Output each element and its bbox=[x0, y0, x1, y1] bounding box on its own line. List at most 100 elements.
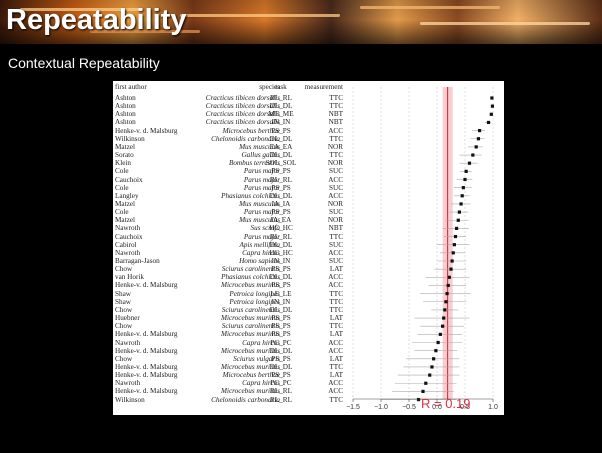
row-species: Sus scrofa bbox=[250, 224, 280, 233]
row-measurement: TTC bbox=[329, 134, 343, 143]
row-measurement: LAT bbox=[329, 265, 343, 274]
row-measurement: LAT bbox=[329, 314, 343, 323]
row-task: PS_PS bbox=[271, 322, 291, 331]
row-species: Parus major bbox=[243, 232, 280, 241]
row-task: PS_PS bbox=[271, 330, 291, 339]
row-measurement: ACC bbox=[328, 379, 343, 388]
banner-streak bbox=[420, 22, 590, 25]
estimate-point bbox=[416, 397, 421, 402]
row-task: RL_RL bbox=[270, 175, 292, 184]
row-species: Sciurus carolinensis bbox=[221, 322, 280, 331]
row-author: Ashton bbox=[115, 102, 136, 111]
row-measurement: TTC bbox=[329, 362, 343, 371]
estimate-point bbox=[438, 332, 442, 336]
banner-streak bbox=[20, 8, 140, 11]
x-tick-label: 1.0 bbox=[488, 404, 498, 411]
row-species: Cracticus tibicen dorsalis bbox=[205, 110, 280, 119]
row-author: Henke-v. d. Malsburg bbox=[115, 362, 178, 371]
estimate-point bbox=[459, 202, 463, 206]
row-species: Mus musculus bbox=[239, 199, 280, 208]
row-measurement: LAT bbox=[329, 354, 343, 363]
row-species: Chelonoidis carbonaria bbox=[211, 395, 280, 404]
row-measurement: NBT bbox=[328, 118, 343, 127]
row-task: DL_DL bbox=[269, 346, 293, 355]
estimate-point bbox=[467, 161, 472, 165]
row-species: Capra hircus bbox=[242, 379, 280, 388]
estimate-point bbox=[442, 316, 446, 320]
row-task: PS_PS bbox=[271, 281, 291, 290]
row-task: DL_DL bbox=[269, 191, 293, 200]
x-tick-label: 0.5 bbox=[460, 404, 470, 411]
row-author: Henke-v. d. Malsburg bbox=[115, 330, 178, 339]
row-measurement: TTC bbox=[329, 395, 343, 404]
row-measurement: ACC bbox=[328, 338, 343, 347]
row-species: Bombus terrestris bbox=[228, 159, 280, 168]
row-task: LE_LE bbox=[270, 289, 292, 298]
row-measurement: NBT bbox=[328, 224, 343, 233]
estimate-point bbox=[450, 259, 454, 263]
estimate-point bbox=[463, 177, 467, 182]
row-species: Cracticus tibicen dorsalis bbox=[205, 94, 280, 102]
estimate-point bbox=[453, 234, 458, 239]
row-species: Apis mellifera bbox=[239, 240, 280, 249]
row-author: Langley bbox=[115, 191, 139, 200]
row-author: Cabirol bbox=[115, 240, 137, 249]
estimate-point bbox=[477, 129, 482, 133]
row-task: IN_IN bbox=[271, 118, 291, 127]
row-measurement: TTC bbox=[329, 151, 343, 160]
row-species: Microcebus murinus bbox=[220, 362, 280, 371]
row-measurement: ACC bbox=[328, 281, 343, 290]
row-task: PS_PS bbox=[271, 314, 291, 323]
row-task: HC_HC bbox=[269, 248, 293, 257]
row-measurement: ACC bbox=[328, 346, 343, 355]
row-task: PC_PC bbox=[270, 338, 292, 347]
header-measurement: measurement bbox=[304, 83, 343, 91]
row-task: DL_DL bbox=[269, 134, 293, 143]
row-task: DL_DL bbox=[269, 240, 293, 249]
row-author: Henke-v. d. Malsburg bbox=[115, 387, 178, 396]
row-measurement: SUC bbox=[329, 183, 343, 192]
row-task: PC_PC bbox=[270, 379, 292, 388]
row-task: SOL_SOL bbox=[265, 159, 297, 168]
row-author: Chow bbox=[115, 322, 133, 331]
estimate-point bbox=[451, 251, 455, 255]
banner-streak bbox=[360, 6, 500, 9]
row-measurement: ACC bbox=[328, 126, 343, 135]
forest-plot: −1.5 −1.0 −0.5 0.0 0.5 1.0 bbox=[346, 87, 498, 411]
row-measurement: SUC bbox=[329, 240, 343, 249]
slide-subtitle: Contextual Repeatability bbox=[8, 55, 160, 71]
row-species: Microcebus murinus bbox=[220, 346, 280, 355]
row-task: ME_ME bbox=[268, 110, 294, 119]
row-author: Chow bbox=[115, 354, 133, 363]
row-species: Phasianus colchicus bbox=[221, 273, 280, 282]
row-task: IA_IA bbox=[271, 199, 291, 208]
x-tick-label: −1.5 bbox=[346, 404, 360, 411]
row-measurement: SUC bbox=[329, 208, 343, 217]
row-author: Cole bbox=[115, 208, 129, 217]
row-measurement: TTC bbox=[329, 289, 343, 298]
estimate-point bbox=[449, 267, 453, 271]
row-species: Homo sapiens bbox=[239, 257, 280, 265]
estimate-point bbox=[444, 300, 448, 304]
row-author: Sorato bbox=[115, 151, 134, 160]
row-author: van Horik bbox=[115, 273, 144, 282]
title-banner: Repeatability bbox=[0, 0, 602, 44]
row-task: HC_HC bbox=[269, 224, 293, 233]
row-species: Petroica longipes bbox=[229, 289, 280, 298]
row-measurement: TTC bbox=[329, 232, 343, 241]
row-species: Parus major bbox=[243, 208, 280, 217]
row-measurement: ACC bbox=[328, 191, 343, 200]
header-task: task bbox=[275, 83, 287, 91]
banner-streak bbox=[180, 14, 340, 17]
row-author: Barragan-Jason bbox=[115, 257, 160, 265]
row-task: DL_DL bbox=[269, 151, 293, 160]
forest-plot-figure: first author species task measurement As… bbox=[113, 81, 504, 415]
row-author: Nawroth bbox=[115, 224, 141, 233]
estimate-point bbox=[486, 120, 491, 125]
row-species: Capra hircus bbox=[242, 248, 280, 257]
estimate-point bbox=[489, 112, 493, 116]
estimate-point bbox=[443, 308, 447, 312]
r-annotation: R = 0.19 bbox=[421, 396, 471, 411]
row-measurement: ACC bbox=[328, 273, 343, 282]
estimate-point bbox=[476, 137, 481, 141]
